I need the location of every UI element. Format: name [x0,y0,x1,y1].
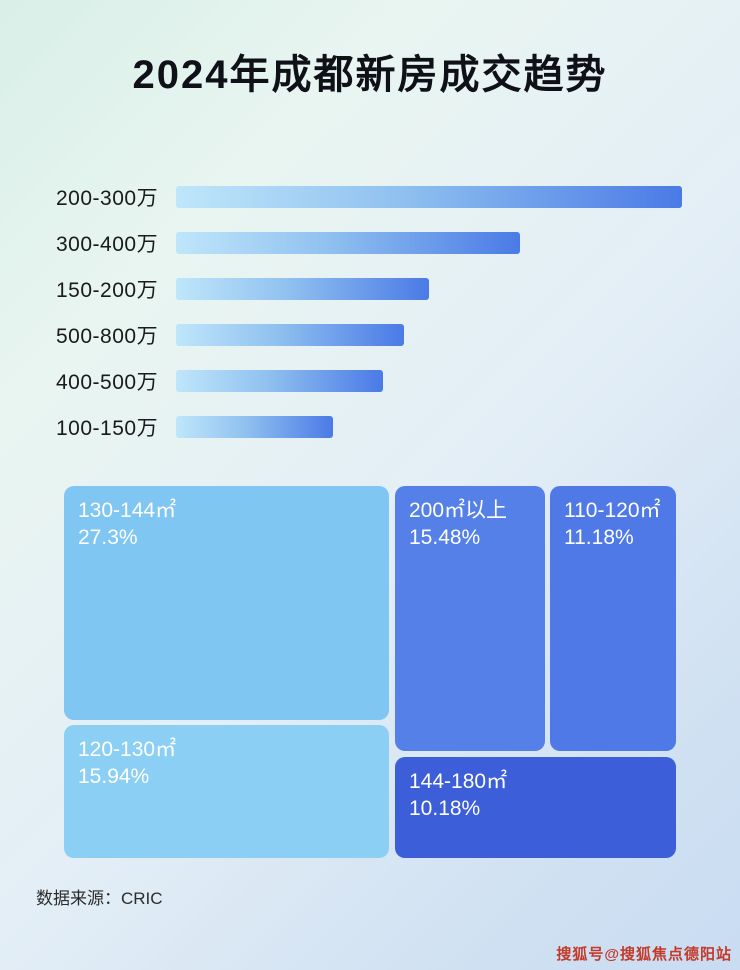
bar-row: 150-200万 [56,266,682,312]
bar-fill [176,278,429,300]
treemap-left-column: 130-144㎡ 27.3% 120-130㎡ 15.94% [64,486,389,858]
block-label: 110-120㎡ [564,499,661,522]
block-label: 120-130㎡ [78,738,177,761]
bar-label: 300-400万 [56,233,159,256]
data-source: 数据来源：CRIC [36,889,163,908]
treemap-block-120-130: 120-130㎡ 15.94% [64,725,389,858]
block-label: 130-144㎡ [78,499,177,522]
bar-chart: 200-300万 300-400万 150-200万 500-800万 400-… [0,174,740,450]
treemap-block-200-plus: 200㎡以上 15.48% [395,486,545,751]
bar-track [176,232,682,254]
bar-row: 100-150万 [56,404,682,450]
bar-label: 200-300万 [56,187,159,210]
bar-track [176,324,682,346]
page-title: 2024年成都新房成交趋势 [132,53,608,97]
bar-row: 300-400万 [56,220,682,266]
block-value: 10.18% [409,797,481,821]
bar-row: 400-500万 [56,358,682,404]
bar-track [176,186,682,208]
bar-row: 500-800万 [56,312,682,358]
treemap-right-top-row: 200㎡以上 15.48% 110-120㎡ 11.18% [395,486,676,751]
block-value: 15.94% [78,765,150,789]
bar-label: 400-500万 [56,371,159,394]
bar-fill [176,324,404,346]
watermark: 搜狐号@搜狐焦点德阳站 [556,946,732,963]
block-value: 11.18% [564,526,634,550]
bar-track [176,370,682,392]
treemap: 130-144㎡ 27.3% 120-130㎡ 15.94% 200㎡以上 15… [64,486,676,858]
treemap-right-column: 200㎡以上 15.48% 110-120㎡ 11.18% 144-180㎡ 1… [395,486,676,858]
block-label: 144-180㎡ [409,770,508,793]
treemap-block-144-180: 144-180㎡ 10.18% [395,757,676,858]
block-value: 15.48% [409,526,481,550]
treemap-block-130-144: 130-144㎡ 27.3% [64,486,389,720]
treemap-block-110-120: 110-120㎡ 11.18% [550,486,676,751]
bar-track [176,416,682,438]
bar-label: 150-200万 [56,279,159,302]
bar-fill [176,370,384,392]
bar-label: 500-800万 [56,325,159,348]
block-value: 27.3% [78,526,138,550]
block-label: 200㎡以上 [409,499,508,522]
bar-label: 100-150万 [56,417,159,440]
bar-fill [176,186,682,208]
bar-fill [176,416,333,438]
bar-row: 200-300万 [56,174,682,220]
bar-fill [176,232,521,254]
bar-track [176,278,682,300]
